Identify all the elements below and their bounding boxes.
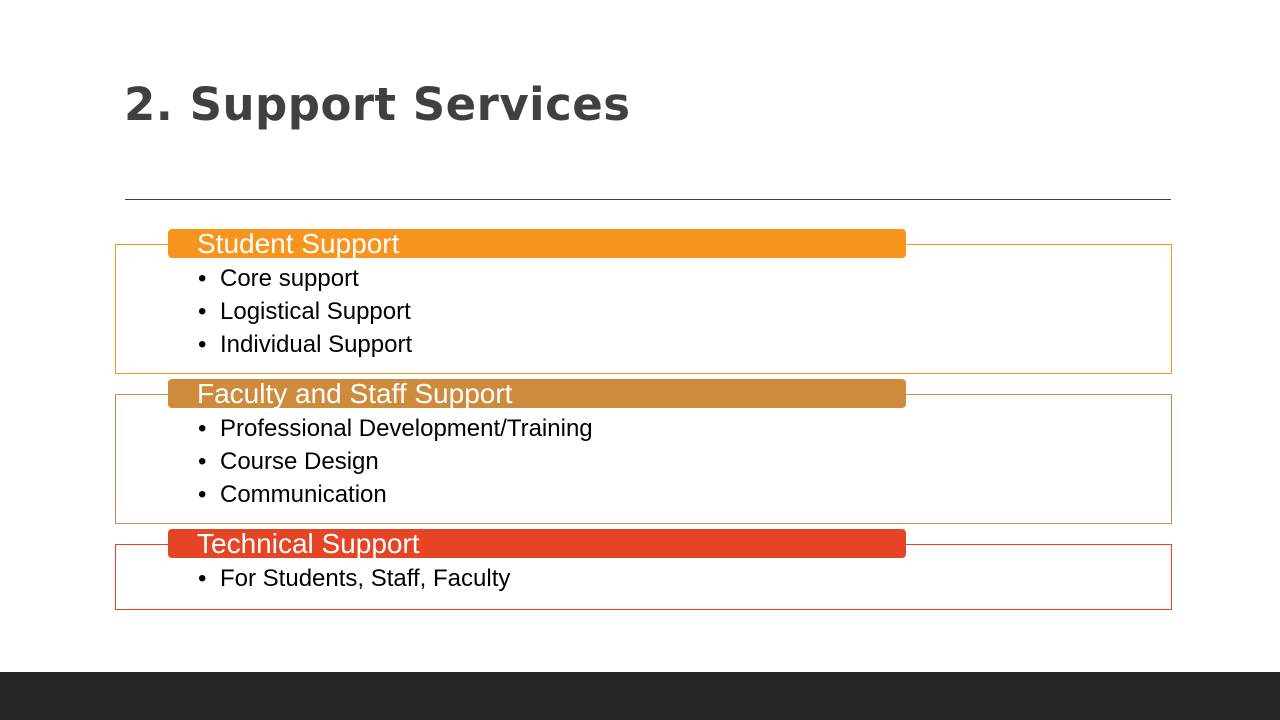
list-item-text: For Students, Staff, Faculty — [220, 565, 511, 592]
student-support-list: • Core support • Logistical Support • Individ… — [198, 262, 412, 361]
faculty-staff-support-group: Faculty and Staff Support • Professional D… — [115, 379, 1172, 524]
technical-support-heading: Technical Support — [168, 529, 906, 558]
list-item: • Logistical Support — [198, 295, 412, 328]
bullet-icon: • — [198, 565, 207, 592]
bullet-icon: • — [198, 415, 207, 442]
list-item: • For Students, Staff, Faculty — [198, 562, 510, 595]
list-item-text: Course Design — [220, 448, 379, 475]
list-item-text: Professional Development/Training — [220, 415, 593, 442]
bullet-icon: • — [198, 298, 207, 325]
bullet-icon: • — [198, 265, 207, 292]
list-item: • Core support — [198, 262, 412, 295]
list-item: • Communication — [198, 478, 593, 511]
bullet-icon: • — [198, 481, 207, 508]
list-item: • Course Design — [198, 445, 593, 478]
student-support-heading: Student Support — [168, 229, 906, 258]
title-divider — [125, 199, 1171, 200]
footer-band — [0, 672, 1280, 720]
list-item-text: Communication — [220, 481, 387, 508]
bullet-icon: • — [198, 448, 207, 475]
list-item: • Individual Support — [198, 328, 412, 361]
list-item-text: Logistical Support — [220, 298, 411, 325]
bullet-icon: • — [198, 331, 207, 358]
slide-title: 2. Support Services — [124, 78, 631, 131]
technical-support-list: • For Students, Staff, Faculty — [198, 562, 510, 595]
list-item: • Professional Development/Training — [198, 412, 593, 445]
technical-support-group: Technical Support • For Students, Staff, F… — [115, 529, 1172, 610]
list-item-text: Individual Support — [220, 331, 413, 358]
list-item-text: Core support — [220, 265, 359, 292]
faculty-staff-support-heading: Faculty and Staff Support — [168, 379, 906, 408]
faculty-staff-support-list: • Professional Development/Training • Cours… — [198, 412, 593, 511]
student-support-group: Student Support • Core support • Logistical … — [115, 229, 1172, 374]
